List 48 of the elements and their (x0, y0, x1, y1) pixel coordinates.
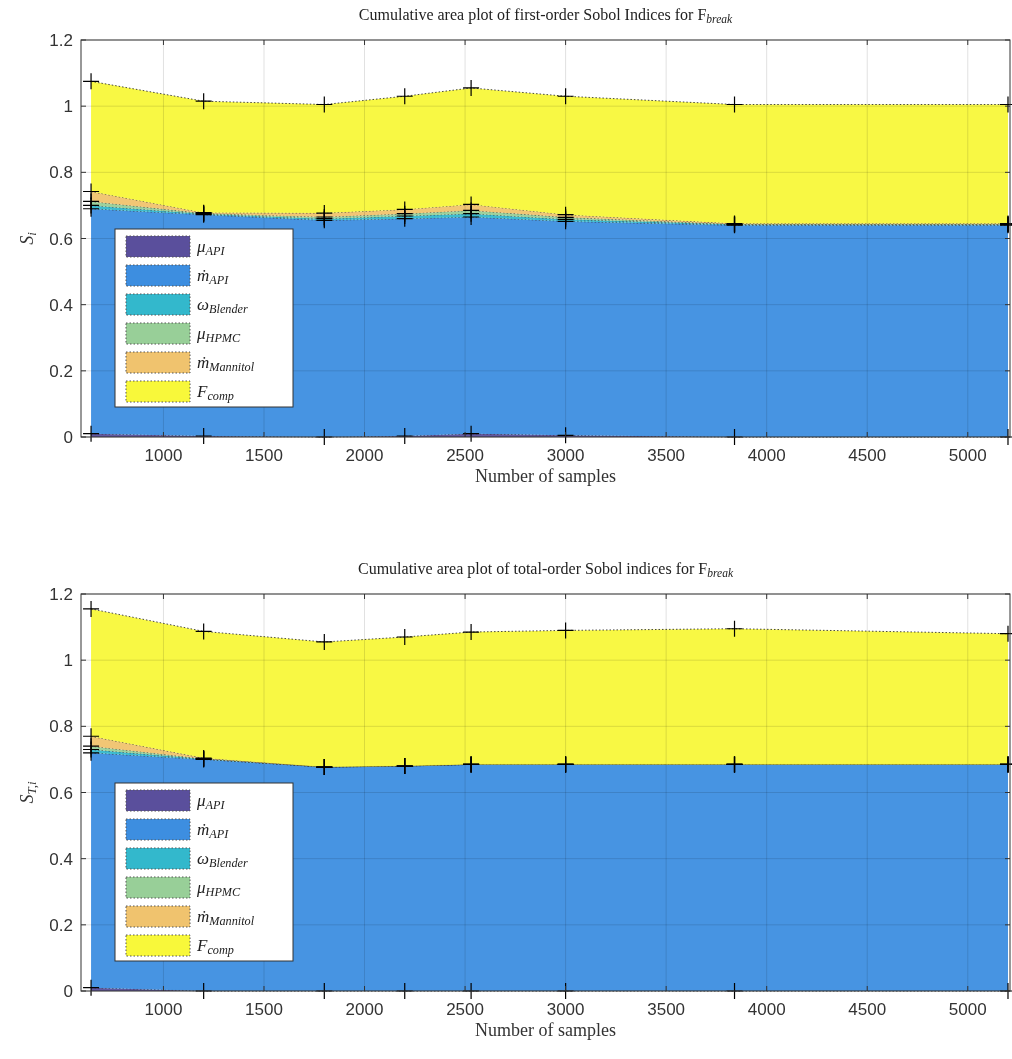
y-tick-label: 0 (63, 982, 73, 1001)
legend-label: F$_{comp}$ (196, 936, 234, 957)
chart-title: Cumulative area plot of first-order Sobol Indices for F$_{break}$ (358, 6, 734, 25)
x-tick-label: 3000 (546, 446, 585, 465)
x-tick-label: 2000 (345, 1000, 384, 1019)
legend-label: ṁ$_{Mannitol}$ (197, 353, 255, 374)
legend-label: ω$_{Blender}$ (197, 849, 248, 870)
x-tick-label: 4000 (747, 1000, 786, 1019)
y-tick-label: 1 (63, 651, 73, 671)
x-tick-label: 3500 (647, 446, 686, 465)
x-tick-label: 2500 (446, 446, 484, 465)
x-tick-label: 2000 (345, 446, 384, 465)
legend-label: ṁ$_{Mannitol}$ (197, 907, 255, 928)
x-tick-label: 5000 (948, 446, 987, 465)
x-tick-label: 3000 (546, 1000, 585, 1019)
x-tick-label: 4000 (747, 446, 786, 465)
x-tick-label: 5000 (948, 1000, 987, 1019)
y-tick-label: 1.2 (49, 585, 73, 604)
y-tick-label: 0.4 (49, 295, 73, 315)
x-tick-label: 1500 (245, 446, 283, 465)
legend-label: μ$_{HPMC}$ (196, 324, 242, 345)
y-tick-label: 0.6 (49, 229, 73, 249)
x-tick-label: 3500 (647, 1000, 686, 1019)
x-tick-label: 2500 (446, 1000, 484, 1019)
y-tick-label: 0.6 (49, 783, 73, 803)
y-tick-label: 0.8 (49, 163, 73, 183)
legend-label: μ$_{HPMC}$ (196, 878, 242, 899)
y-tick-label: 1 (63, 97, 73, 117)
x-tick-label: 1000 (144, 1000, 183, 1019)
x-tick-label: 4500 (848, 1000, 887, 1019)
y-tick-label: 0 (63, 428, 73, 447)
series-label: ṁ$_{API}$ (197, 266, 230, 287)
y-tick-label: 0.2 (49, 915, 73, 935)
y-tick-label: 0.2 (49, 361, 73, 381)
y-tick-label: 0.4 (49, 849, 73, 869)
legend-label: μ$_{API}$ (196, 791, 226, 812)
legend-label: ω$_{Blender}$ (197, 295, 248, 316)
x-tick-label: 4500 (848, 446, 887, 465)
y-tick-label: 0.8 (49, 717, 73, 737)
series-label: ṁ$_{API}$ (197, 820, 230, 841)
legend-label: F$_{comp}$ (196, 382, 234, 403)
legend-label: μ$_{API}$ (196, 237, 226, 258)
x-tick-label: 1500 (245, 1000, 283, 1019)
chart-title: Cumulative area plot of total-order Sobol indices for F$_{break}$ (357, 560, 734, 579)
x-axis-title: Number of samples (475, 1020, 616, 1040)
x-tick-label: 1000 (144, 446, 183, 465)
x-axis-title: Number of samples (475, 466, 616, 486)
y-tick-label: 1.2 (49, 31, 73, 50)
